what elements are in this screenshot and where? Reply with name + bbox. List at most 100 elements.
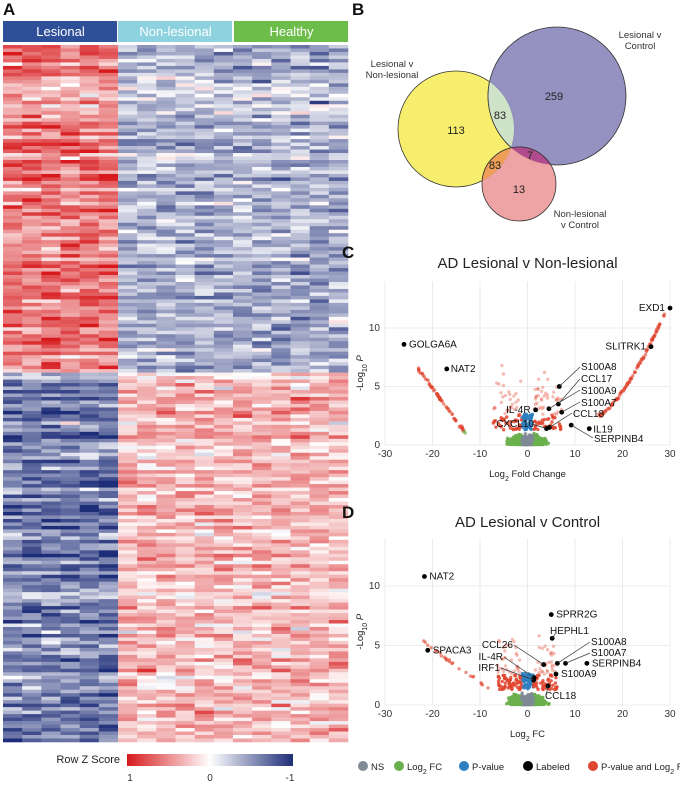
heatmap-cell [3, 383, 23, 387]
heatmap-cell [41, 484, 61, 488]
heatmap-cell [213, 187, 234, 192]
heatmap-cell [233, 620, 253, 624]
heatmap-cell [213, 358, 234, 363]
heatmap-cell [137, 592, 157, 596]
heatmap-cell [309, 484, 330, 488]
heatmap-cell [79, 254, 100, 258]
heatmap-cell [213, 376, 234, 380]
heatmap-cell [22, 93, 42, 98]
heatmap-cell [328, 473, 349, 478]
heatmap-cell [213, 177, 234, 182]
heatmap-cell [22, 48, 42, 53]
heatmap-cell [290, 494, 310, 499]
heatmap-cell [60, 166, 80, 171]
x-tick-label: 30 [664, 449, 676, 460]
heatmap-cell [328, 320, 349, 325]
heatmap-cell [252, 480, 272, 485]
heatmap-cell [60, 327, 80, 332]
heatmap-cell [233, 135, 253, 140]
heatmap-cell [98, 198, 119, 203]
heatmap-cell [41, 76, 61, 81]
heatmap-cell [213, 477, 234, 481]
heatmap-cell [137, 435, 157, 440]
heatmap-cell [22, 682, 42, 687]
heatmap-cell [175, 501, 195, 506]
heatmap-cell [213, 327, 234, 332]
venn-intersection-ln-lc [487, 71, 514, 166]
heatmap-cell [137, 613, 157, 617]
heatmap-cell [233, 647, 253, 652]
heatmap-cell [194, 379, 215, 384]
heatmap-cell [309, 536, 330, 541]
data-point [505, 408, 510, 412]
heatmap-cell [137, 229, 157, 234]
heatmap-cell [213, 515, 234, 520]
heatmap-cell [290, 233, 310, 237]
heatmap-cell [60, 456, 80, 461]
heatmap-cell [118, 146, 138, 150]
heatmap-cell [41, 379, 61, 384]
heatmap-cell [213, 194, 234, 199]
heatmap-cell [194, 435, 215, 440]
data-point [536, 442, 541, 447]
heatmap-cell [252, 738, 272, 743]
heatmap-cell [194, 557, 215, 562]
heatmap-cell [22, 449, 42, 454]
heatmap-cell [79, 616, 100, 621]
heatmap-cell [175, 529, 195, 534]
heatmap-cell [194, 553, 215, 558]
heatmap-cell [98, 484, 119, 488]
heatmap-cell [3, 473, 23, 478]
heatmap-cell [79, 672, 100, 677]
heatmap-cell [271, 191, 291, 196]
heatmap-cell [233, 313, 253, 318]
heatmap-cell [79, 240, 100, 244]
heatmap-cell [213, 637, 234, 642]
heatmap-cell [328, 219, 349, 224]
heatmap-cell [118, 55, 138, 60]
heatmap-cell [79, 689, 100, 694]
heatmap-cell [194, 707, 215, 711]
heatmap-cell [271, 421, 291, 426]
heatmap-cell [213, 337, 234, 342]
heatmap-cell [22, 160, 42, 164]
heatmap-cell [98, 90, 119, 95]
heatmap-cell [233, 306, 253, 311]
volcano-plot-d: AD Lesional v Control-30 -20 -10 0 10 20 30051… [355, 514, 676, 743]
heatmap-cell [79, 630, 100, 635]
heatmap-cell [118, 285, 138, 290]
heatmap-cell [328, 379, 349, 384]
heatmap-cell [137, 149, 157, 154]
heatmap-cell [328, 435, 349, 440]
heatmap-cell [98, 581, 119, 586]
heatmap-cell [22, 268, 42, 272]
heatmap-cell [290, 539, 310, 544]
heatmap-cell [233, 658, 253, 663]
heatmap-cell [41, 585, 61, 589]
heatmap-cell [60, 515, 80, 520]
heatmap-cell [60, 403, 80, 408]
heatmap-cell [22, 686, 42, 691]
heatmap-cell [290, 93, 310, 98]
heatmap-cell [22, 163, 42, 168]
heatmap-cell [233, 247, 253, 251]
heatmap-cell [156, 553, 176, 558]
heatmap-cell [60, 627, 80, 631]
heatmap-cell [137, 160, 157, 164]
heatmap-cell [233, 372, 253, 377]
heatmap-cell [60, 546, 80, 551]
gene-label: SERPINB4 [594, 434, 644, 445]
heatmap-cell [60, 721, 80, 725]
heatmap-cell [309, 233, 330, 237]
heatmap-cell [156, 205, 176, 210]
heatmap-cell [233, 83, 253, 88]
heatmap-cell [194, 445, 215, 450]
heatmap-cell [22, 623, 42, 628]
heatmap-cell [98, 396, 119, 401]
heatmap-cell [271, 355, 291, 359]
heatmap-cell [79, 491, 100, 495]
heatmap-cell [41, 100, 61, 105]
heatmap-cell [98, 348, 119, 352]
heatmap-cell [252, 728, 272, 732]
heatmap-cell [3, 295, 23, 300]
